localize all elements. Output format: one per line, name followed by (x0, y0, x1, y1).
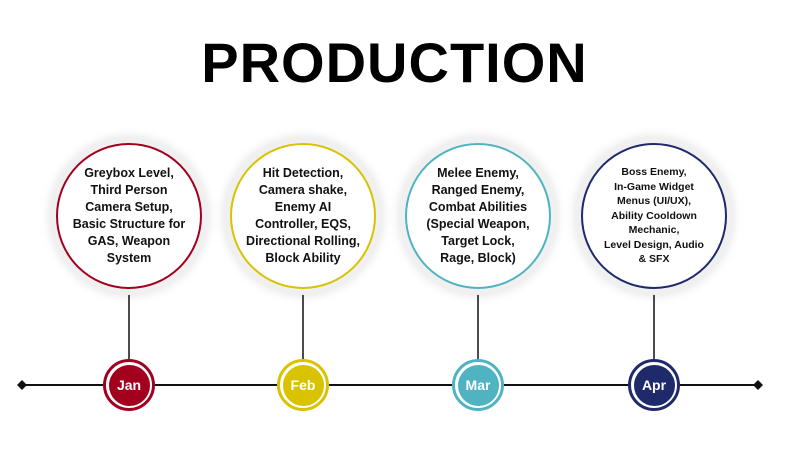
milestone-text-line: Menus (UI/UX), (616, 195, 692, 208)
month-node-apr: Apr (628, 359, 680, 411)
page-title: PRODUCTION (201, 31, 588, 94)
month-node-jan: Jan (103, 359, 155, 411)
milestone-text-line: Ranged Enemy, (431, 183, 525, 197)
milestone-text-line: Controller, EQS, (255, 217, 351, 231)
milestone-text-line: Level Design, Audio (604, 238, 704, 251)
month-label-feb: Feb (282, 364, 324, 406)
milestone-text-line: Camera Setup, (85, 200, 173, 214)
month-node-feb: Feb (277, 359, 329, 411)
milestone-text-line: GAS, Weapon (87, 234, 171, 248)
milestone-card-apr: Boss Enemy, In-Game Widget Menus (UI/UX)… (581, 143, 727, 289)
milestone-text-line: Target Lock, (441, 234, 515, 248)
milestone-text-line: Ability Cooldown (611, 209, 697, 222)
milestone-text-line: (Special Weapon, (426, 217, 530, 231)
milestone-card-jan: Greybox Level, Third Person Camera Setup… (56, 143, 202, 289)
milestone-card-feb: Hit Detection, Camera shake, Enemy AI Co… (230, 143, 376, 289)
month-node-mar: Mar (452, 359, 504, 411)
milestone-text-line: Camera shake, (258, 183, 348, 197)
month-label-apr: Apr (633, 364, 675, 406)
milestone-text-line: Directional Rolling, (246, 234, 360, 248)
milestone-text-line: Enemy AI (274, 200, 332, 214)
milestone-text-line: Boss Enemy, (621, 166, 687, 179)
month-label-mar: Mar (457, 364, 499, 406)
milestone-text-line: Hit Detection, (262, 166, 344, 180)
milestone-text-line: Basic Structure for (72, 217, 186, 231)
timeline-start-diamond (17, 380, 27, 390)
milestone-text-line: System (106, 251, 152, 265)
milestone-text-line: Rage, Block) (440, 251, 516, 265)
timeline-end-diamond (753, 380, 763, 390)
milestone-text-line: Greybox Level, (84, 166, 174, 180)
milestone-text-line: & SFX (638, 253, 670, 266)
milestone-text-line: Combat Abilities (428, 200, 528, 214)
month-label-jan: Jan (108, 364, 150, 406)
milestone-text-line: Block Ability (265, 251, 341, 265)
milestone-text-line: Mechanic, (628, 224, 680, 237)
milestone-text-line: In-Game Widget (614, 180, 694, 193)
milestone-card-mar: Melee Enemy, Ranged Enemy, Combat Abilit… (405, 143, 551, 289)
milestone-text-line: Melee Enemy, (437, 166, 519, 180)
milestone-text-line: Third Person (90, 183, 168, 197)
